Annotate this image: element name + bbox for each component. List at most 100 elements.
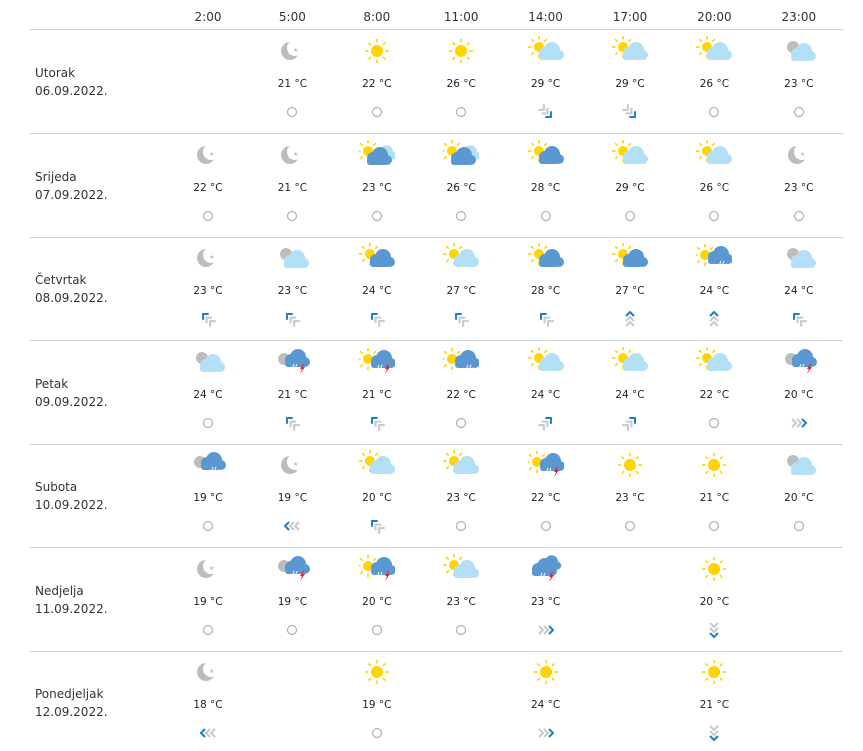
weather-sun-cloud-dark-icon	[612, 243, 648, 267]
wind-arrow-icon	[792, 313, 807, 327]
svg-text:★: ★	[209, 668, 214, 675]
wind-calm-icon	[456, 624, 467, 635]
svg-text:★: ★	[209, 254, 214, 261]
weather-sun-cloud-light-icon	[443, 450, 480, 474]
svg-text:★: ★	[293, 151, 298, 158]
weather-sun-icon	[702, 556, 727, 581]
wind-arrow-icon	[791, 417, 808, 428]
forecast-cell: ★ 21 °C	[250, 134, 334, 237]
temperature: 20 °C	[784, 388, 814, 401]
wind-calm-icon	[624, 520, 636, 532]
forecast-cell: 20 °C	[757, 444, 841, 547]
day-label: Subota 10.09.2022.	[35, 478, 108, 514]
temperature: 26 °C	[699, 78, 730, 90]
day-date: 06.09.2022.	[35, 84, 108, 98]
forecast-cell: 23 °C	[335, 134, 419, 237]
temperature: 21 °C	[362, 388, 392, 401]
weather-sun-cloud-dark-icon	[527, 139, 564, 164]
wind-arrow-icon	[455, 313, 469, 327]
wind-arrow-icon	[625, 310, 635, 327]
temperature: 19 °C	[277, 595, 308, 608]
day-label: Ponedjeljak 12.09.2022.	[35, 685, 108, 721]
wind-calm-icon	[709, 106, 720, 118]
forecast-cell: 24 °C	[504, 341, 588, 444]
day-date: 07.09.2022.	[35, 187, 108, 202]
day-row: Subota 10.09.2022. 19 °C ★ 19 °C 20 °C 23…	[30, 444, 843, 548]
weather-moon-cloud-icon	[786, 248, 816, 268]
wind-arrow-icon	[622, 104, 636, 118]
weather-moon-icon: ★	[197, 557, 219, 578]
hour-label: 20:00	[697, 10, 732, 24]
forecast-cell: 19 °C	[166, 444, 250, 547]
forecast-cell: 24 °C	[588, 341, 672, 444]
forecast-cell: 24 °C	[166, 341, 250, 444]
hour-label: 14:00	[528, 10, 563, 24]
wind-calm-icon	[709, 210, 720, 221]
forecast-cell: 24 °C	[757, 237, 841, 340]
wind-calm-icon	[456, 417, 467, 428]
weather-moon-storm-icon	[278, 555, 311, 581]
temperature: 21 °C	[277, 181, 308, 194]
forecast-cell: ★ 22 °C	[166, 134, 250, 237]
wind-calm-icon	[793, 106, 804, 118]
day-row: Nedjelja 11.09.2022. ★ 19 °C 19 °C 20 °C 2…	[30, 548, 843, 652]
forecast-cell: 22 °C	[335, 30, 419, 133]
forecast-cell: 23 °C	[419, 548, 503, 651]
weather-sun-storm-icon	[527, 451, 564, 477]
forecast-cell: ★ 23 °C	[166, 237, 250, 340]
wind-calm-icon	[287, 210, 298, 221]
weather-sun-cloud-dark-icon	[358, 243, 395, 267]
day-name: Srijeda	[35, 169, 77, 184]
temperature: 23 °C	[615, 492, 645, 504]
temperature: 24 °C	[615, 388, 645, 401]
forecast-cell: 23 °C	[504, 548, 588, 651]
weather-sun-cloud-light-icon	[696, 346, 733, 371]
wind-arrow-icon	[539, 313, 554, 327]
day-date: 09.09.2022.	[35, 394, 108, 409]
wind-arrow-icon	[286, 416, 301, 431]
hour-label: 8:00	[363, 10, 391, 24]
hours-header: 2:00 5:00 8:00 11:00 14:00 17:00 20:00 23:00	[30, 0, 843, 30]
wind-calm-icon	[793, 520, 804, 532]
hour-label: 23:00	[781, 10, 817, 24]
forecast-cell: 21 °C	[250, 341, 334, 444]
weather-sun-icon	[618, 453, 642, 477]
temperature: 19 °C	[193, 492, 223, 504]
temperature: 27 °C	[615, 285, 645, 297]
day-row: Utorak 06.09.2022. ★ 21 °C 22 °C 26 °C 29 …	[30, 30, 843, 134]
temperature: 20 °C	[784, 492, 814, 504]
temperature: 29 °C	[615, 181, 645, 194]
svg-text:★: ★	[209, 151, 214, 158]
temperature: 24 °C	[193, 388, 223, 401]
temperature: 22 °C	[530, 492, 561, 504]
forecast-cell: 29 °C	[588, 30, 672, 133]
forecast-cell: 21 °C	[672, 444, 756, 547]
wind-calm-icon	[202, 210, 214, 221]
day-date: 10.09.2022.	[35, 498, 108, 512]
forecast-cell: 20 °C	[335, 548, 419, 651]
wind-calm-icon	[709, 417, 720, 428]
wind-calm-icon	[371, 624, 382, 635]
temperature: 26 °C	[446, 181, 476, 194]
forecast-cell: ★ 19 °C	[166, 548, 250, 651]
weather-sun-storm-icon	[358, 554, 395, 581]
wind-arrow-icon	[199, 728, 216, 738]
weather-sun-cloud-light-icon	[358, 450, 395, 474]
wind-arrow-icon	[537, 104, 552, 118]
forecast-cell: ★ 21 °C	[250, 30, 334, 133]
day-name: Ponedjeljak	[35, 687, 104, 701]
day-label: Četvrtak 08.09.2022.	[35, 271, 108, 307]
wind-arrow-icon	[370, 520, 385, 534]
weather-sun-clouds-mixed-icon	[358, 139, 395, 165]
weather-moon-storm-icon	[278, 348, 311, 374]
day-row: Ponedjeljak 12.09.2022. ★ 18 °C 19 °C 24 °…	[30, 651, 843, 751]
weather-sun-rain-icon	[443, 347, 480, 370]
weather-moon-icon: ★	[197, 661, 219, 681]
temperature: 24 °C	[699, 285, 730, 297]
weather-sun-cloud-light-icon	[696, 36, 733, 60]
weather-sun-icon	[533, 660, 558, 684]
day-date: 12.09.2022.	[35, 705, 108, 719]
forecast-cell: 20 °C	[757, 341, 841, 444]
weather-sun-icon	[364, 660, 389, 684]
wind-arrow-icon	[622, 416, 636, 431]
